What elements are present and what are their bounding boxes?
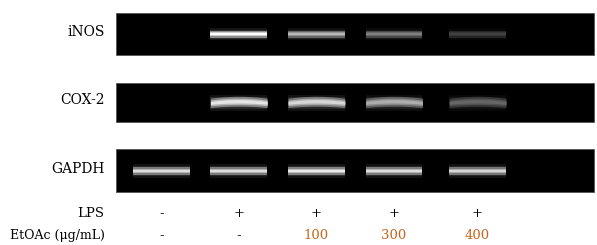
Text: iNOS: iNOS [67, 25, 104, 39]
Bar [116, 13, 594, 55]
Text: COX-2: COX-2 [60, 93, 104, 108]
Text: -: - [159, 229, 164, 242]
Text: 300: 300 [381, 229, 407, 242]
Text: +: + [389, 207, 399, 220]
Text: -: - [236, 229, 241, 242]
Bar [116, 83, 594, 122]
Text: EtOAc (μg/mL): EtOAc (μg/mL) [10, 229, 104, 242]
Text: LPS: LPS [78, 207, 104, 220]
Bar [116, 149, 594, 192]
Text: 400: 400 [465, 229, 490, 242]
Text: 100: 100 [304, 229, 329, 242]
Text: GAPDH: GAPDH [51, 162, 104, 176]
Text: +: + [472, 207, 483, 220]
Text: -: - [159, 207, 164, 220]
Text: +: + [311, 207, 322, 220]
Text: +: + [233, 207, 244, 220]
